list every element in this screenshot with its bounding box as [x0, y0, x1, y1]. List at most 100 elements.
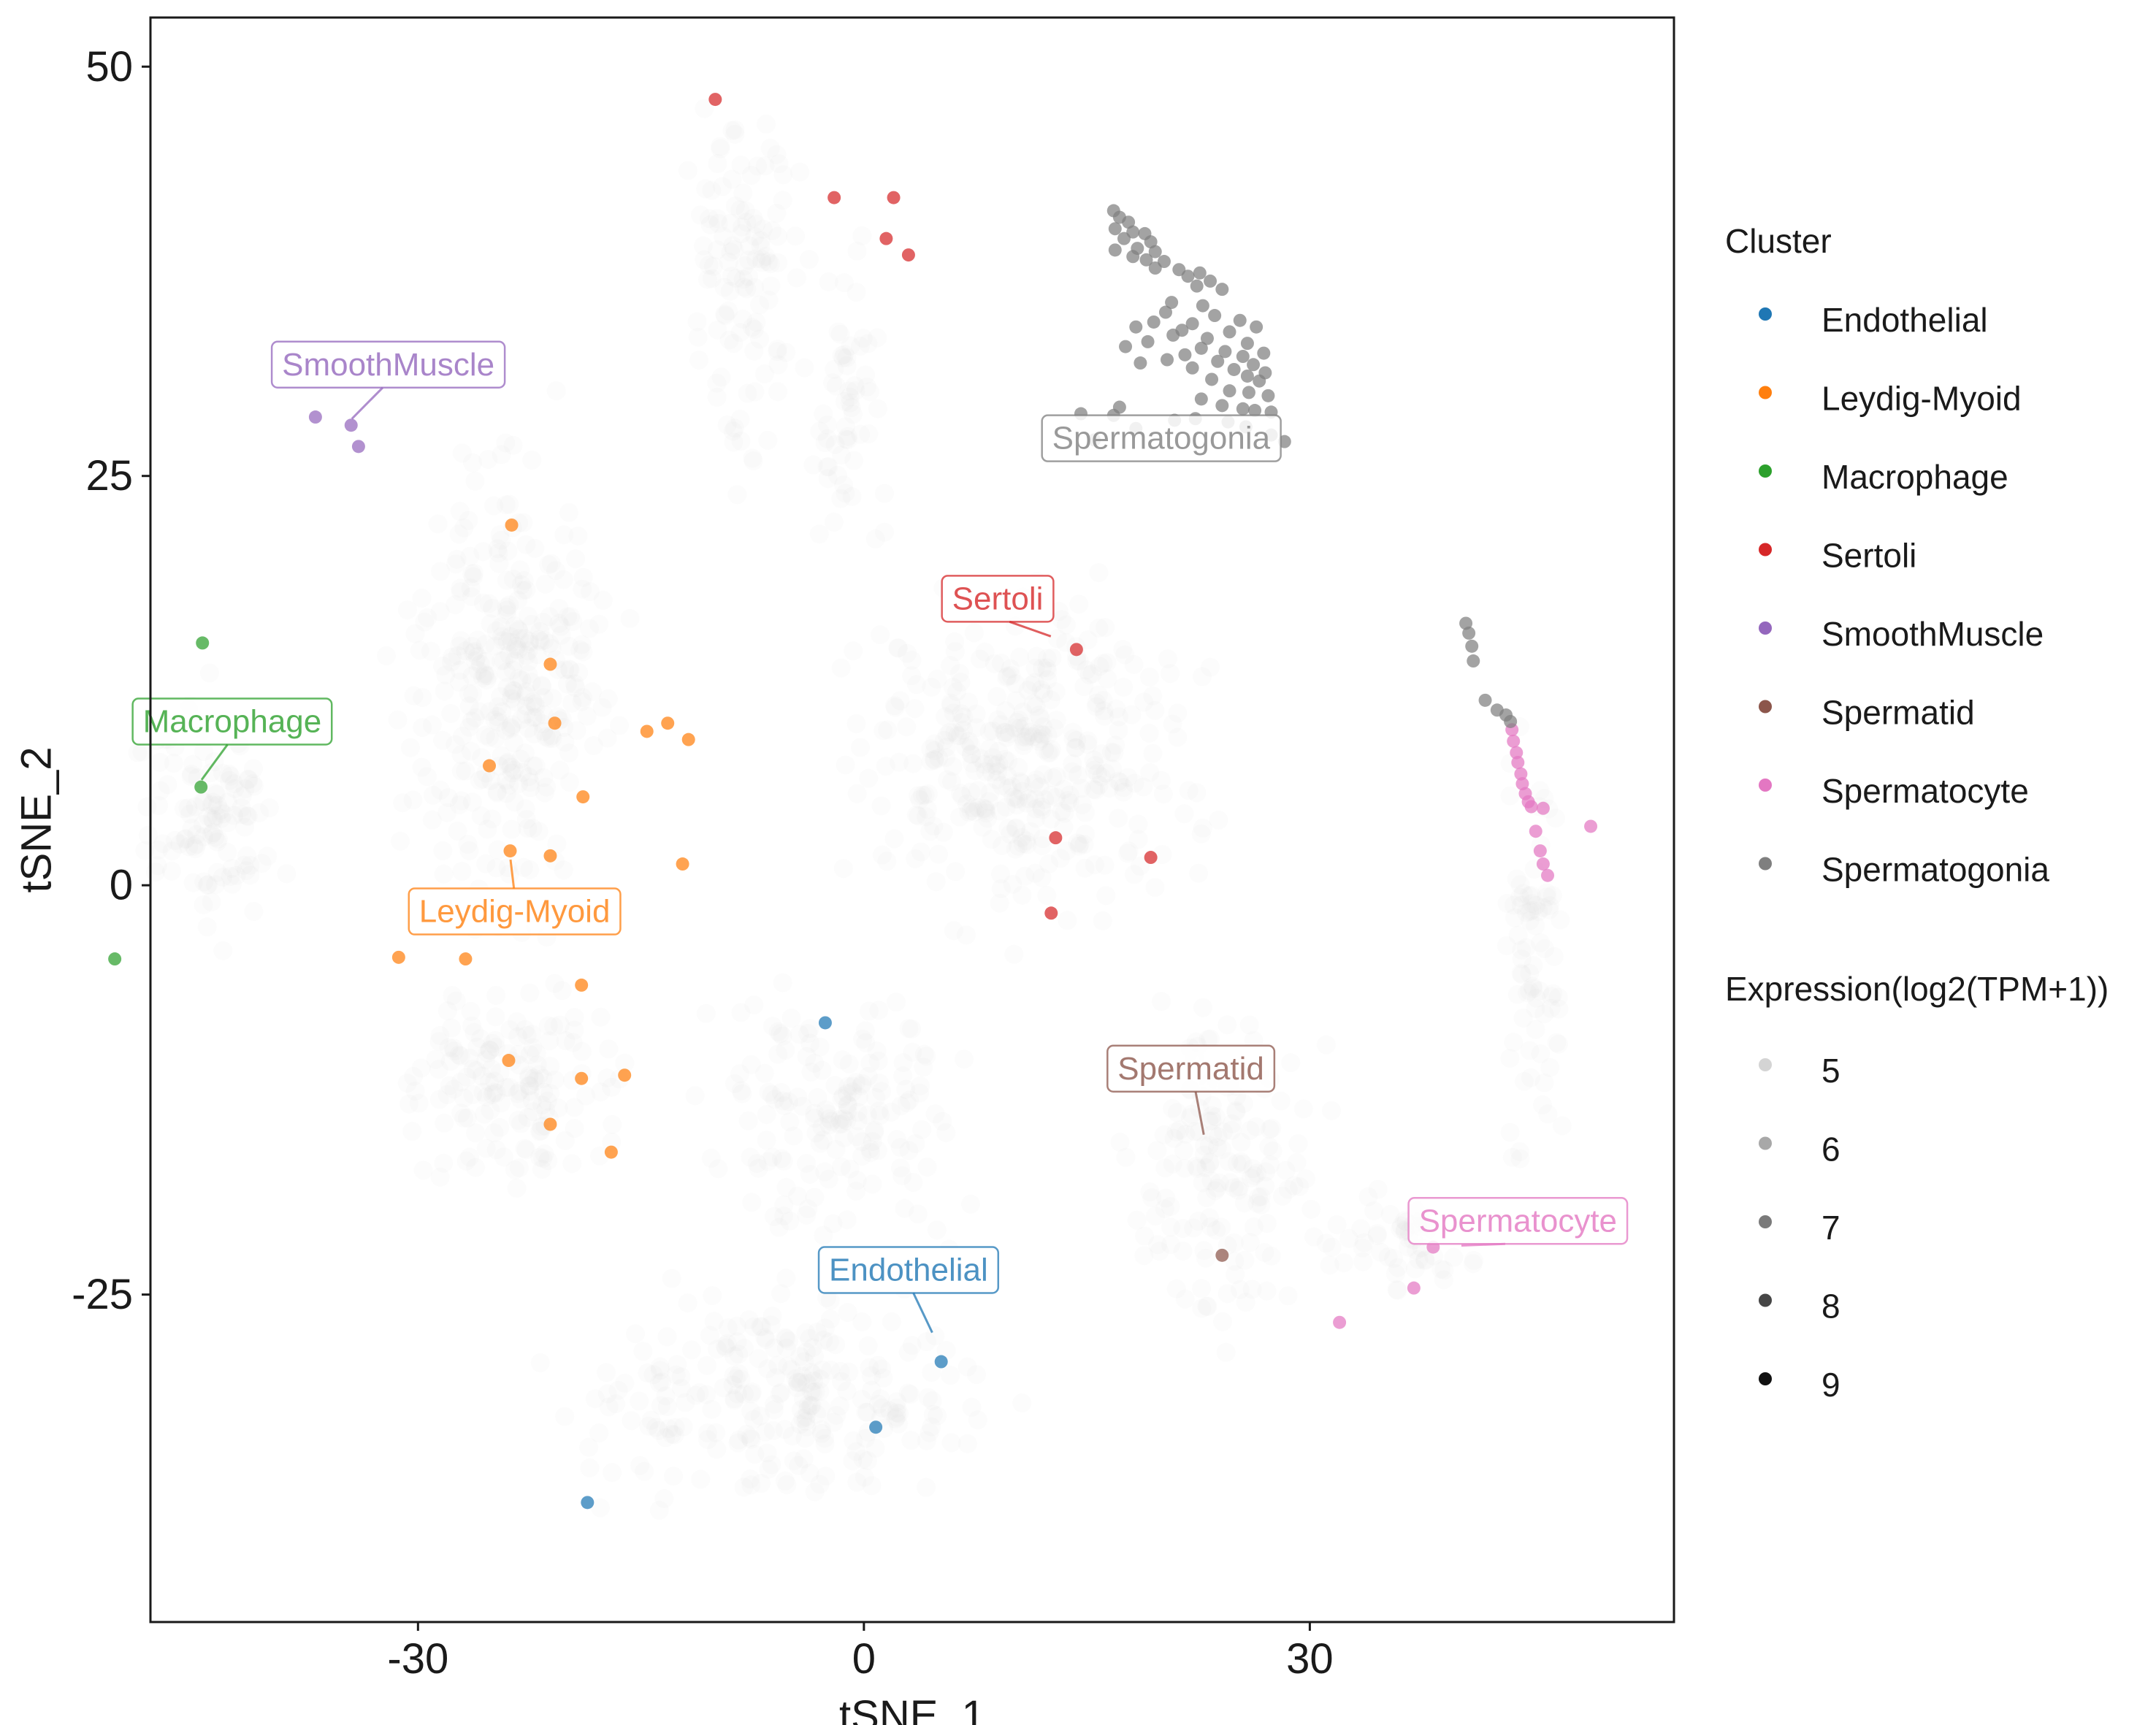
- background-cell: [650, 1357, 670, 1377]
- background-cell: [1261, 1246, 1281, 1266]
- background-cell: [1034, 684, 1053, 703]
- background-cell: [1434, 1261, 1454, 1280]
- background-cell: [759, 1459, 779, 1479]
- background-cell: [589, 614, 609, 634]
- background-cell: [235, 817, 255, 837]
- background-cell: [1225, 1251, 1245, 1271]
- background-cell: [537, 777, 557, 797]
- background-cell: [603, 1114, 622, 1134]
- background-cell: [868, 1355, 888, 1375]
- background-cell: [1122, 705, 1142, 724]
- background-cell: [1092, 767, 1112, 787]
- background-cell: [740, 236, 760, 256]
- background-cell: [852, 1076, 871, 1095]
- background-cell: [149, 796, 169, 815]
- background-cell: [1038, 670, 1058, 689]
- background-cell: [1140, 668, 1159, 687]
- background-cell: [1273, 1186, 1292, 1206]
- background-cell: [519, 1076, 539, 1095]
- background-cell: [838, 430, 857, 450]
- background-cell: [749, 1349, 768, 1369]
- y-tick-label: 50: [85, 43, 133, 91]
- background-cell: [1093, 691, 1113, 710]
- background-cell: [1026, 697, 1046, 716]
- background-cell: [446, 735, 465, 754]
- background-cell: [833, 1050, 852, 1070]
- background-cell: [1320, 1255, 1339, 1275]
- background-cell: [158, 775, 177, 795]
- point-spermatogonia: [1215, 283, 1229, 297]
- background-cell: [723, 421, 743, 441]
- background-cell: [918, 1388, 938, 1407]
- background-cell: [1033, 717, 1052, 737]
- background-cell: [913, 785, 932, 805]
- background-cell: [500, 595, 519, 615]
- background-cell: [1186, 1157, 1206, 1176]
- background-cell: [963, 754, 982, 773]
- background-cell: [475, 725, 495, 745]
- cluster-label-spermatogonia: Spermatogonia: [1041, 414, 1282, 462]
- background-cell: [800, 1464, 819, 1483]
- background-cell: [901, 1431, 921, 1450]
- background-cell: [527, 645, 547, 665]
- legend-key: [1759, 857, 1772, 871]
- expression-legend-title: Expression(log2(TPM+1)): [1725, 970, 2109, 1008]
- background-cell: [997, 727, 1017, 747]
- background-cell: [691, 1469, 711, 1489]
- background-cell: [1044, 719, 1064, 738]
- background-cell: [238, 806, 258, 826]
- background-cell: [486, 1007, 505, 1027]
- background-cell: [1015, 866, 1035, 886]
- background-cell: [819, 1115, 839, 1135]
- background-cell: [183, 754, 203, 774]
- background-cell: [542, 639, 562, 659]
- background-cell: [1223, 1114, 1242, 1133]
- background-cell: [725, 124, 745, 144]
- background-cell: [438, 788, 458, 808]
- background-cell: [567, 721, 586, 741]
- background-cell: [929, 844, 949, 864]
- background-cell: [431, 781, 451, 800]
- background-cell: [846, 1442, 866, 1461]
- point-macrophage: [108, 952, 122, 966]
- background-cell: [1257, 1214, 1277, 1233]
- background-cell: [697, 1423, 717, 1443]
- background-cell: [711, 139, 730, 158]
- background-cell: [186, 797, 205, 816]
- background-cell: [244, 776, 264, 796]
- background-cell: [954, 720, 974, 740]
- background-cell: [796, 1323, 816, 1342]
- background-cell: [900, 1090, 920, 1110]
- background-cell: [533, 1149, 553, 1168]
- background-cell: [752, 253, 772, 272]
- point-spermatogonia: [1161, 353, 1174, 367]
- background-cell: [484, 1082, 504, 1102]
- background-cell: [182, 765, 202, 784]
- background-cell: [1151, 770, 1171, 790]
- background-cell: [542, 726, 562, 746]
- background-cell: [725, 418, 744, 438]
- background-cell: [659, 1419, 678, 1439]
- background-cell: [511, 560, 530, 580]
- legend-item-smoothmuscle: SmoothMuscle: [1759, 615, 2044, 653]
- background-cell: [688, 327, 708, 347]
- background-cell: [762, 1307, 782, 1326]
- background-cell: [456, 1151, 476, 1171]
- background-cell: [475, 664, 494, 684]
- background-cell: [194, 827, 213, 846]
- background-cell: [888, 638, 908, 658]
- background-cell: [461, 578, 481, 598]
- background-cell: [1316, 1233, 1336, 1253]
- background-cell: [1069, 836, 1089, 856]
- background-cell: [1060, 785, 1079, 805]
- background-cell: [1201, 1029, 1220, 1049]
- background-cell: [579, 1437, 599, 1457]
- background-cell: [203, 823, 223, 842]
- background-cell: [1217, 1015, 1237, 1035]
- background-cell: [496, 433, 516, 453]
- expression-legend-label: 9: [1821, 1366, 1840, 1404]
- background-cell: [779, 1331, 798, 1351]
- cluster-label-leader: [1461, 1242, 1505, 1247]
- background-cell: [759, 252, 779, 272]
- background-cell: [836, 429, 856, 449]
